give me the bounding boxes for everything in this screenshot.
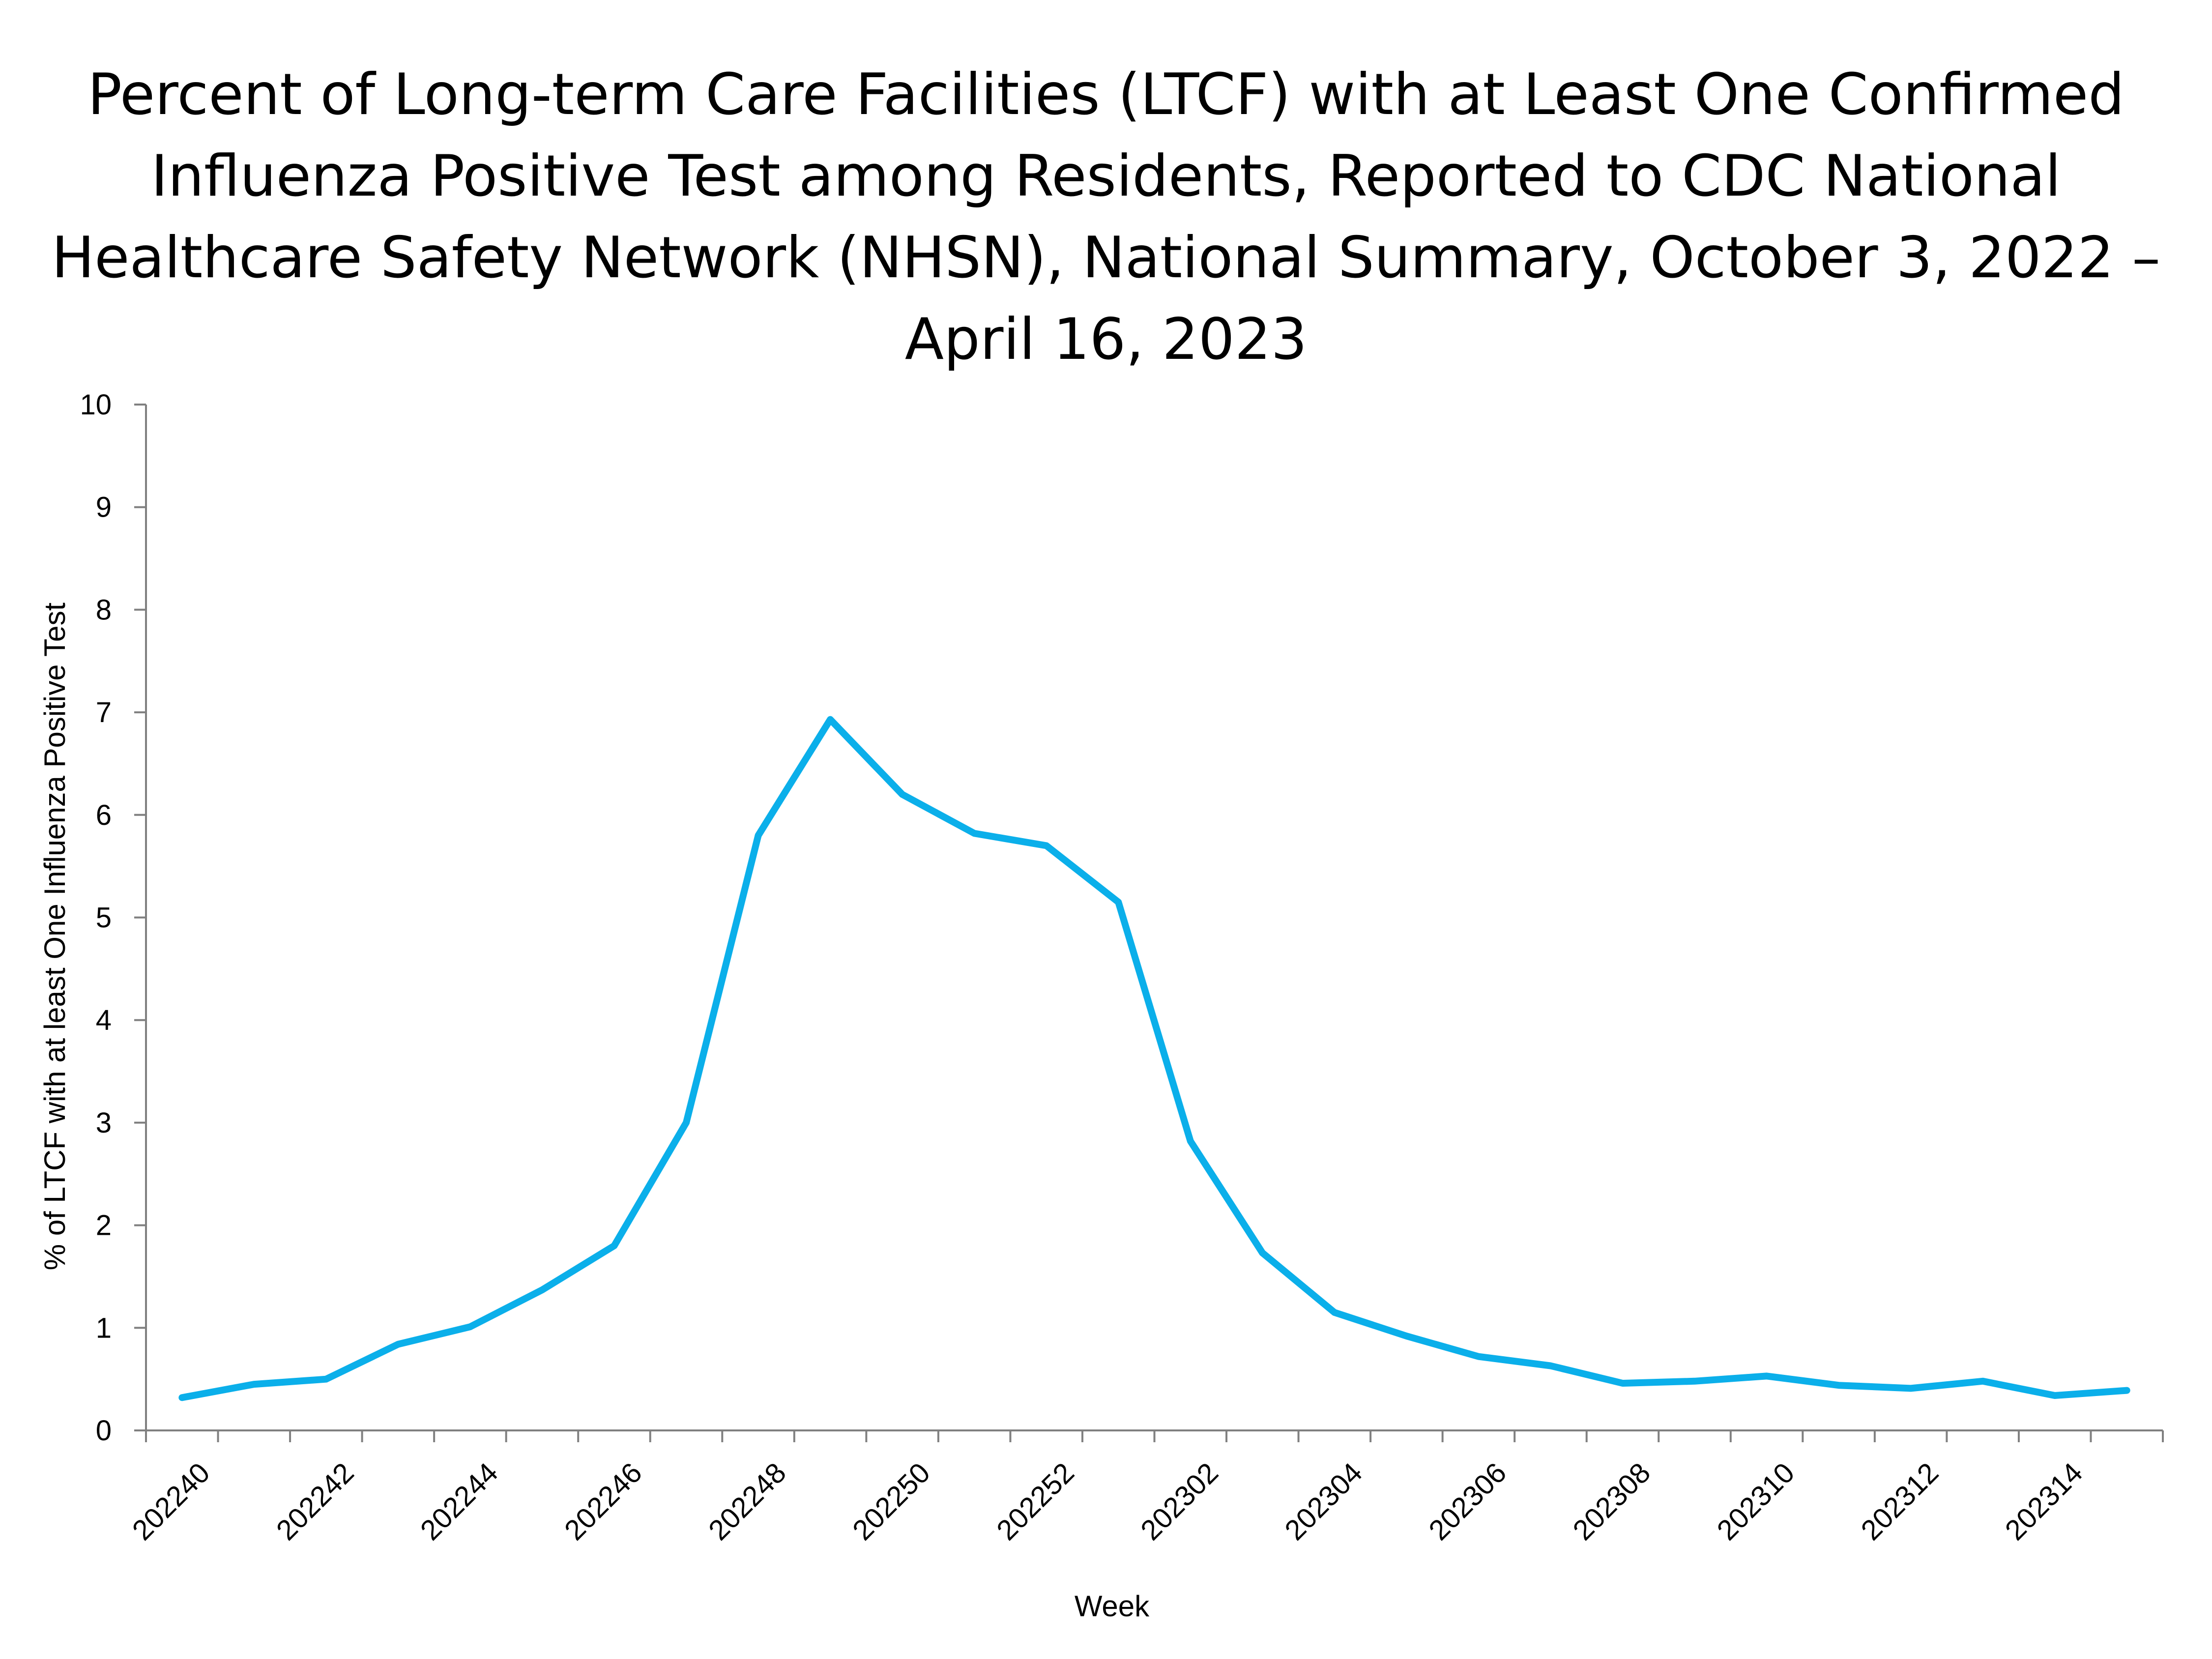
data-point [181, 1397, 182, 1398]
chart-title: Percent of Long-term Care Facilities (LT… [51, 61, 2161, 373]
x-tick-label: 202248 [702, 1456, 792, 1546]
x-tick-label: 202250 [846, 1456, 936, 1546]
data-point [1406, 1336, 1407, 1337]
data-point [974, 833, 975, 834]
y-axis-title: % of LTCF with at least One Influenza Po… [38, 602, 71, 1270]
x-tick-label: 202302 [1135, 1456, 1224, 1546]
x-tick-label: 202304 [1279, 1456, 1368, 1546]
x-tick-label: 202314 [1999, 1456, 2089, 1546]
x-tick-label: 202240 [126, 1456, 216, 1546]
data-point [2054, 1395, 2055, 1396]
data-point [1766, 1375, 1767, 1376]
data-point [686, 1122, 687, 1123]
x-tick-label: 202252 [990, 1456, 1080, 1546]
data-point [758, 835, 759, 836]
data-point [1190, 1140, 1191, 1141]
data-point [1550, 1366, 1551, 1367]
y-tick-label: 4 [96, 1004, 112, 1036]
data-point [1262, 1252, 1263, 1253]
data-point [1838, 1385, 1839, 1386]
data-point [325, 1379, 326, 1380]
data-point [1622, 1383, 1623, 1384]
data-point [1910, 1388, 1911, 1389]
y-tick-label: 0 [96, 1415, 112, 1447]
x-tick-label: 202246 [558, 1456, 648, 1546]
data-point [542, 1289, 543, 1290]
data-point [613, 1245, 614, 1246]
data-point [902, 794, 903, 795]
y-tick-label: 1 [96, 1312, 112, 1344]
x-tick-label: 202312 [1855, 1456, 1945, 1546]
y-tick-label: 7 [96, 697, 112, 728]
y-tick-label: 3 [96, 1107, 112, 1139]
x-tick-label: 202244 [414, 1456, 504, 1546]
data-point [1334, 1312, 1335, 1313]
y-tick-label: 2 [96, 1210, 112, 1242]
series-group [178, 716, 2130, 1401]
y-tick-label: 6 [96, 799, 112, 831]
y-tick-label: 8 [96, 594, 112, 626]
x-axis-title: Week [1075, 1590, 1150, 1623]
y-tick-label: 9 [96, 492, 112, 524]
data-point [1478, 1356, 1479, 1357]
data-point [1694, 1381, 1695, 1382]
data-point [398, 1344, 399, 1345]
x-tick-label: 202306 [1423, 1456, 1513, 1546]
x-tick-label: 202242 [270, 1456, 360, 1546]
x-axis-ticks: 202240 202242 202244 202246 202248 202250 2022… [126, 1430, 2164, 1546]
data-point [2126, 1390, 2127, 1391]
y-tick-label: 10 [80, 389, 112, 421]
series-line [178, 716, 2130, 1401]
data-point [1982, 1381, 1983, 1382]
axes [145, 405, 2163, 1431]
x-tick-label: 202308 [1567, 1456, 1657, 1546]
data-point [469, 1326, 470, 1327]
x-tick-label: 202310 [1711, 1456, 1801, 1546]
data-point [830, 719, 831, 720]
y-axis-ticks: 0 1 2 3 4 5 6 7 8 9 10 [80, 389, 146, 1447]
y-tick-label: 5 [96, 902, 112, 934]
data-point [254, 1384, 255, 1385]
data-point [1046, 845, 1047, 846]
